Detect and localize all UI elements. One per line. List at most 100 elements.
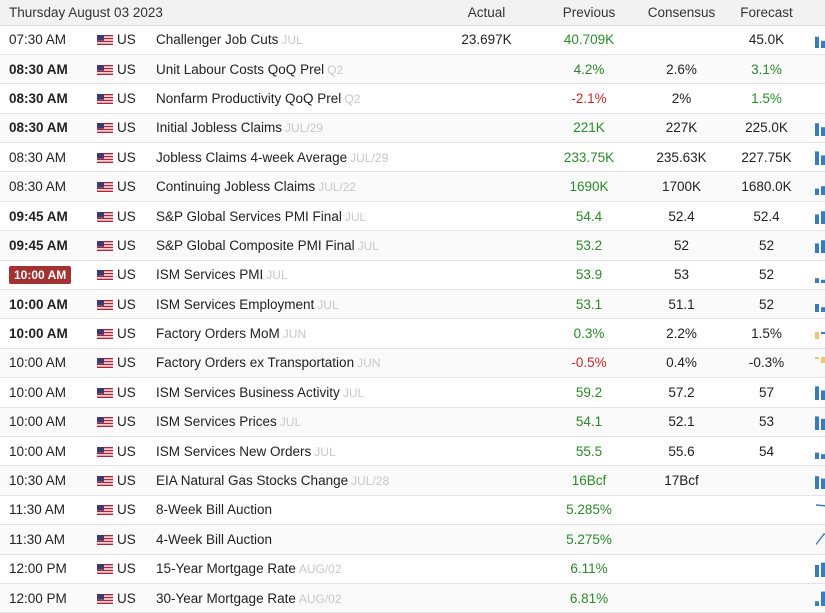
sparkline-chart-icon[interactable] <box>815 236 825 254</box>
table-row[interactable]: 07:30 AM US Challenger Job Cuts JUL 23.69… <box>0 25 825 55</box>
table-row[interactable]: 10:00 AM US Factory Orders ex Transporta… <box>0 348 825 378</box>
event-name-cell[interactable]: ISM Services PMI JUL <box>156 260 434 289</box>
event-name-cell[interactable]: 4-Week Bill Auction <box>156 525 434 554</box>
event-name-cell[interactable]: ISM Services Business Activity JUL <box>156 378 434 407</box>
sparkline-chart-icon[interactable] <box>815 266 825 284</box>
event-name[interactable]: Unit Labour Costs QoQ Prel <box>156 61 325 77</box>
sparkline-cell[interactable] <box>809 407 825 436</box>
sparkline-cell[interactable] <box>809 378 825 407</box>
event-name[interactable]: 4-Week Bill Auction <box>156 531 273 547</box>
table-row[interactable]: 08:30 AM US Jobless Claims 4-week Averag… <box>0 143 825 172</box>
sparkline-chart-icon[interactable] <box>815 383 825 401</box>
sparkline-chart-icon[interactable] <box>815 325 825 343</box>
event-name[interactable]: Challenger Job Cuts <box>156 32 279 48</box>
event-country[interactable]: US <box>97 84 156 113</box>
table-row[interactable]: 08:30 AM US Initial Jobless Claims JUL/29… <box>0 113 825 143</box>
event-name[interactable]: Initial Jobless Claims <box>156 120 283 136</box>
sparkline-chart-icon[interactable] <box>815 589 825 607</box>
event-name[interactable]: S&P Global Composite PMI Final <box>156 237 355 253</box>
event-name-cell[interactable]: Factory Orders MoM JUN <box>156 319 434 348</box>
event-country[interactable]: US <box>97 378 156 407</box>
table-row[interactable]: 10:30 AM US EIA Natural Gas Stocks Chang… <box>0 465 825 496</box>
sparkline-cell[interactable] <box>809 25 825 54</box>
table-row[interactable]: 08:30 AM US Unit Labour Costs QoQ Prel Q2… <box>0 54 825 84</box>
previous-header[interactable]: Previous <box>539 0 640 26</box>
sparkline-cell[interactable] <box>809 54 825 83</box>
event-country[interactable]: US <box>97 554 156 583</box>
event-name-cell[interactable]: ISM Services Employment JUL <box>156 290 434 319</box>
sparkline-chart-icon[interactable] <box>815 413 825 431</box>
event-name-cell[interactable]: 15-Year Mortgage Rate AUG/02 <box>156 554 434 583</box>
event-country[interactable]: US <box>97 25 156 54</box>
event-name-cell[interactable]: ISM Services Prices JUL <box>156 407 434 436</box>
event-country[interactable]: US <box>97 231 156 260</box>
consensus-header[interactable]: Consensus <box>639 0 725 26</box>
event-country[interactable]: US <box>97 583 156 612</box>
sparkline-chart-icon[interactable] <box>815 472 825 490</box>
event-country[interactable]: US <box>97 348 156 377</box>
sparkline-chart-icon[interactable] <box>815 295 825 313</box>
event-name[interactable]: 8-Week Bill Auction <box>156 502 273 518</box>
event-name[interactable]: Factory Orders MoM <box>156 326 280 342</box>
sparkline-cell[interactable] <box>809 201 825 230</box>
event-name[interactable]: S&P Global Services PMI Final <box>156 208 342 224</box>
table-row[interactable]: 10:00 AM US ISM Services PMI JUL 53.9 53 … <box>0 260 825 290</box>
event-country[interactable]: US <box>97 436 156 465</box>
event-country[interactable]: US <box>97 407 156 436</box>
event-name-cell[interactable]: EIA Natural Gas Stocks Change JUL/28 <box>156 466 434 495</box>
event-country[interactable]: US <box>97 201 156 230</box>
event-country[interactable]: US <box>97 143 156 172</box>
sparkline-cell[interactable] <box>809 319 825 348</box>
table-row[interactable]: 10:00 AM US Factory Orders MoM JUN 0.3% 2… <box>0 319 825 349</box>
sparkline-chart-icon[interactable] <box>815 560 825 578</box>
event-name[interactable]: 15-Year Mortgage Rate <box>156 561 296 577</box>
sparkline-chart-icon[interactable] <box>815 501 825 519</box>
event-country[interactable]: US <box>97 113 156 142</box>
sparkline-chart-icon[interactable] <box>815 354 825 372</box>
sparkline-cell[interactable] <box>809 525 825 554</box>
sparkline-chart-icon[interactable] <box>815 178 825 196</box>
sparkline-cell[interactable] <box>809 113 825 142</box>
event-name-cell[interactable]: Factory Orders ex Transportation JUN <box>156 348 434 377</box>
table-row[interactable]: 10:00 AM US ISM Services Business Activi… <box>0 378 825 408</box>
event-name-cell[interactable]: Unit Labour Costs QoQ Prel Q2 <box>156 54 434 83</box>
sparkline-cell[interactable] <box>809 348 825 377</box>
sparkline-chart-icon[interactable] <box>815 119 825 137</box>
table-row[interactable]: 10:00 AM US ISM Services Employment JUL 5… <box>0 289 825 319</box>
event-name[interactable]: ISM Services New Orders <box>156 443 312 459</box>
event-name[interactable]: ISM Services Business Activity <box>156 384 340 400</box>
table-row[interactable]: 08:30 AM US Continuing Jobless Claims JUL… <box>0 171 825 202</box>
table-row[interactable]: 11:30 AM US 8-Week Bill Auction 5.285% <box>0 495 825 525</box>
event-name-cell[interactable]: S&P Global Composite PMI Final JUL <box>156 231 434 260</box>
event-name[interactable]: Nonfarm Productivity QoQ Prel <box>156 90 342 106</box>
sparkline-chart-icon[interactable] <box>815 442 825 460</box>
event-country[interactable]: US <box>97 54 156 83</box>
sparkline-cell[interactable] <box>809 172 825 201</box>
event-name[interactable]: Factory Orders ex Transportation <box>156 355 355 371</box>
sparkline-cell[interactable] <box>809 260 825 289</box>
sparkline-cell[interactable] <box>809 84 825 113</box>
sparkline-cell[interactable] <box>809 583 825 612</box>
sparkline-cell[interactable] <box>809 554 825 583</box>
sparkline-cell[interactable] <box>809 495 825 524</box>
event-name-cell[interactable]: 30-Year Mortgage Rate AUG/02 <box>156 583 434 612</box>
forecast-header[interactable]: Forecast <box>724 0 810 26</box>
sparkline-chart-icon[interactable] <box>815 31 825 49</box>
sparkline-cell[interactable] <box>809 436 825 465</box>
table-row[interactable]: 10:00 AM US ISM Services New Orders JUL 5… <box>0 436 825 466</box>
event-name[interactable]: EIA Natural Gas Stocks Change <box>156 473 349 489</box>
event-name[interactable]: Jobless Claims 4-week Average <box>156 149 348 165</box>
event-country[interactable]: US <box>97 172 156 201</box>
table-row[interactable]: 12:00 PM US 15-Year Mortgage Rate AUG/02 … <box>0 554 825 584</box>
event-name-cell[interactable]: ISM Services New Orders JUL <box>156 436 434 465</box>
event-country[interactable]: US <box>97 525 156 554</box>
table-row[interactable]: 11:30 AM US 4-Week Bill Auction 5.275% <box>0 524 825 555</box>
event-name-cell[interactable]: Jobless Claims 4-week Average JUL/29 <box>156 143 434 172</box>
event-name[interactable]: ISM Services Prices <box>156 414 277 430</box>
actual-header[interactable]: Actual <box>434 0 540 26</box>
event-country[interactable]: US <box>97 495 156 524</box>
table-row[interactable]: 09:45 AM US S&P Global Composite PMI Fin… <box>0 230 825 261</box>
event-name[interactable]: Continuing Jobless Claims <box>156 179 316 195</box>
event-name-cell[interactable]: Continuing Jobless Claims JUL/22 <box>156 172 434 201</box>
event-country[interactable]: US <box>97 319 156 348</box>
